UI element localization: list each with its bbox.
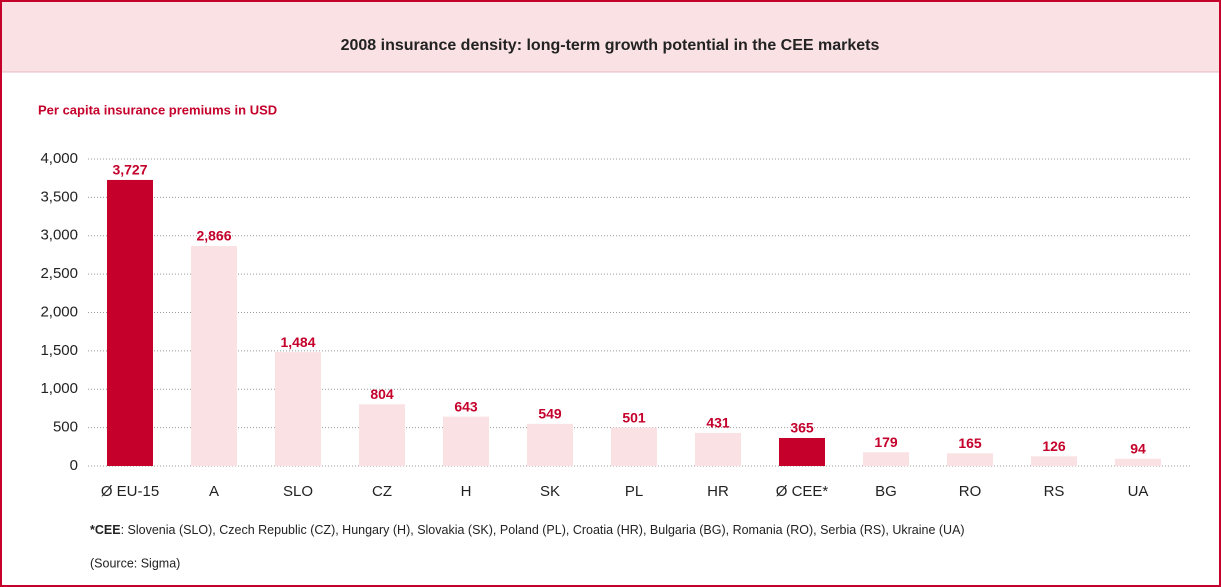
data-label: 94: [1130, 440, 1146, 456]
data-label: 431: [706, 415, 730, 431]
y-tick-label: 1,500: [40, 342, 78, 359]
data-label: 501: [622, 409, 646, 425]
x-tick-label: HR: [707, 483, 729, 500]
x-tick-label: PL: [625, 483, 643, 500]
title-band: [2, 2, 1219, 72]
bar: [947, 453, 993, 466]
x-tick-label: SLO: [283, 483, 313, 500]
bar: [359, 404, 405, 466]
data-label: 2,866: [196, 228, 231, 244]
bar: [107, 179, 153, 466]
bar: [443, 416, 489, 466]
subtitle: Per capita insurance premiums in USD: [38, 102, 277, 117]
x-tick-label: RS: [1044, 483, 1065, 500]
data-label: 165: [958, 435, 982, 451]
y-tick-label: 500: [53, 419, 78, 436]
x-tick-label: A: [209, 483, 219, 500]
footnote: *CEE: Slovenia (SLO), Czech Republic (CZ…: [90, 523, 965, 537]
y-tick-label: 4,000: [40, 150, 78, 167]
data-label: 3,727: [112, 162, 147, 178]
x-tick-label: CZ: [372, 483, 392, 500]
bar: [275, 352, 321, 466]
y-tick-label: 3,000: [40, 227, 78, 244]
bar: [611, 427, 657, 466]
data-label: 126: [1042, 438, 1066, 454]
bar: [527, 423, 573, 466]
x-tick-label: Ø EU-15: [101, 483, 159, 500]
y-tick-label: 3,500: [40, 188, 78, 205]
bar: [779, 437, 825, 466]
data-label: 804: [370, 386, 394, 402]
data-label: 365: [790, 420, 814, 436]
bar: [863, 452, 909, 466]
bar: [1115, 458, 1161, 466]
x-tick-label: Ø CEE*: [776, 483, 829, 500]
data-label: 549: [538, 406, 562, 422]
footnote-label: *CEE: [90, 523, 121, 537]
chart-title: 2008 insurance density: long-term growth…: [341, 37, 880, 54]
x-tick-label: SK: [540, 483, 560, 500]
bar: [191, 246, 237, 466]
footnote-text: : Slovenia (SLO), Czech Republic (CZ), H…: [121, 523, 965, 537]
bar: [695, 432, 741, 466]
x-tick-label: BG: [875, 483, 897, 500]
y-tick-label: 1,000: [40, 380, 78, 397]
y-tick-label: 2,000: [40, 303, 78, 320]
y-tick-label: 0: [70, 457, 78, 474]
x-tick-label: RO: [959, 483, 982, 500]
data-label: 1,484: [280, 334, 315, 350]
source: (Source: Sigma): [90, 556, 180, 570]
x-tick-label: UA: [1128, 483, 1149, 500]
data-label: 179: [874, 434, 898, 450]
data-label: 643: [454, 398, 478, 414]
bar: [1031, 456, 1077, 466]
x-tick-label: H: [461, 483, 472, 500]
y-tick-label: 2,500: [40, 265, 78, 282]
